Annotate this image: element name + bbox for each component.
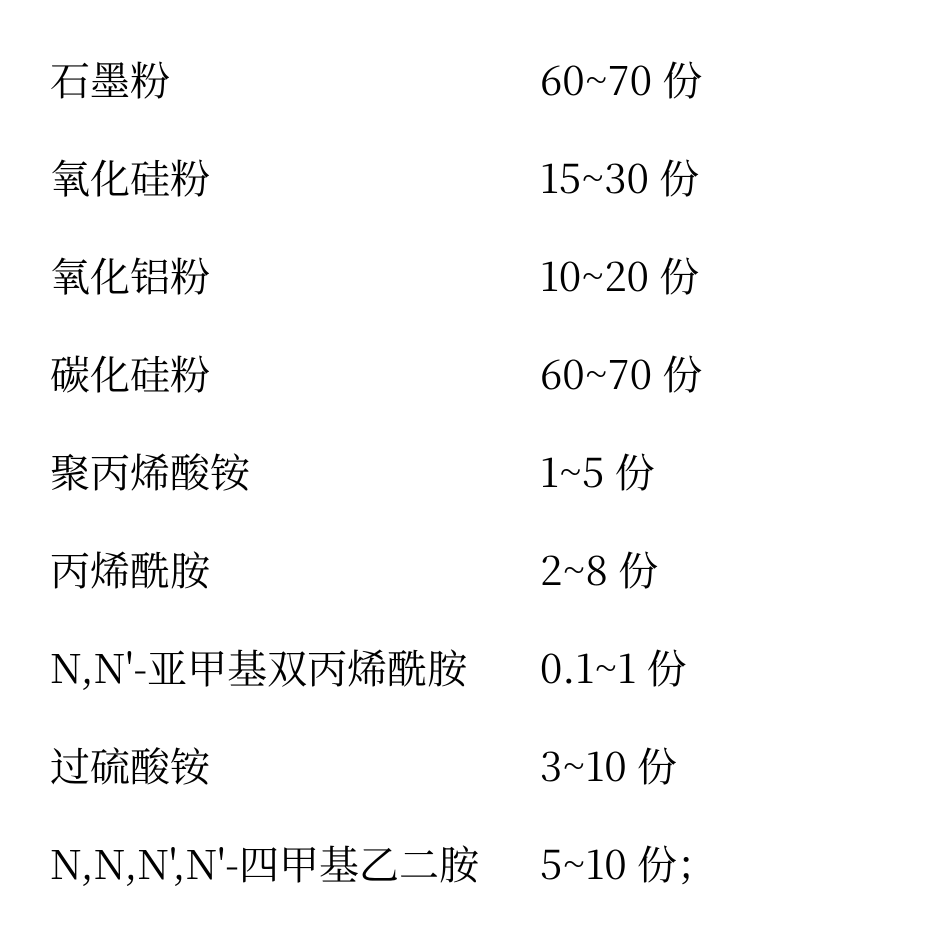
ingredient-amount: 5~10 份； xyxy=(540,814,717,912)
table-row: 石墨粉 60~70 份 xyxy=(50,30,911,128)
table-row: 氧化铝粉 10~20 份 xyxy=(50,226,911,324)
table-row: 过硫酸铵 3~10 份 xyxy=(50,716,911,814)
ingredient-name: 氧化铝粉 xyxy=(50,226,540,324)
ingredient-amount: 1~5 份 xyxy=(540,422,655,520)
ingredient-amount: 60~70 份 xyxy=(540,324,702,422)
ingredient-name: 氧化硅粉 xyxy=(50,128,540,226)
table-row: N,N,N',N'-四甲基乙二胺 5~10 份； xyxy=(50,814,911,912)
ingredient-amount: 0.1~1 份 xyxy=(540,618,686,716)
ingredient-name: 丙烯酰胺 xyxy=(50,520,540,618)
ingredient-name: N,N'-亚甲基双丙烯酰胺 xyxy=(50,618,540,716)
ingredient-amount: 2~8 份 xyxy=(540,520,658,618)
ingredient-name: 聚丙烯酸铵 xyxy=(50,422,540,520)
table-row: 氧化硅粉 15~30 份 xyxy=(50,128,911,226)
table-row: N,N'-亚甲基双丙烯酰胺 0.1~1 份 xyxy=(50,618,911,716)
ingredient-amount: 60~70 份 xyxy=(540,30,702,128)
ingredient-name: 碳化硅粉 xyxy=(50,324,540,422)
ingredient-amount: 3~10 份 xyxy=(540,716,677,814)
ingredient-list: 石墨粉 60~70 份 氧化硅粉 15~30 份 氧化铝粉 10~20 份 碳化… xyxy=(0,0,951,942)
ingredient-name: 过硫酸铵 xyxy=(50,716,540,814)
table-row: 碳化硅粉 60~70 份 xyxy=(50,324,911,422)
table-row: 聚丙烯酸铵 1~5 份 xyxy=(50,422,911,520)
ingredient-name: 石墨粉 xyxy=(50,30,540,128)
ingredient-amount: 15~30 份 xyxy=(540,128,699,226)
ingredient-amount: 10~20 份 xyxy=(540,226,699,324)
table-row: 丙烯酰胺 2~8 份 xyxy=(50,520,911,618)
ingredient-name: N,N,N',N'-四甲基乙二胺 xyxy=(50,814,540,912)
